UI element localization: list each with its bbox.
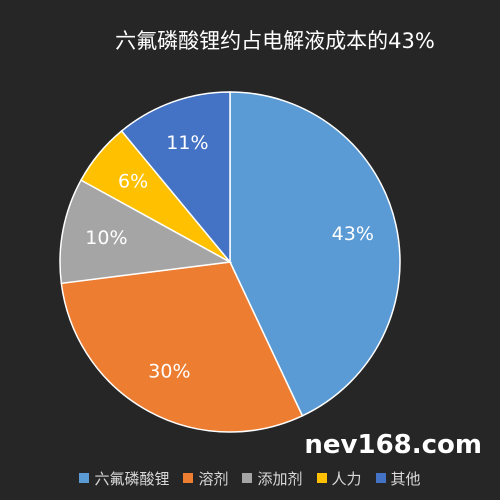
data-label: 43% [332, 223, 374, 245]
legend-swatch [375, 473, 386, 483]
legend-label: 添加剂 [257, 469, 303, 488]
legend-item: 其他 [375, 468, 421, 489]
pie-slice [229, 91, 401, 417]
pie-slice [59, 179, 233, 285]
legend-swatch [316, 473, 327, 483]
chart-title: 六氟磷酸锂约占电解液成本的43% [115, 29, 435, 53]
legend-swatch [242, 473, 253, 483]
data-label: 11% [166, 132, 208, 154]
pie-slice [60, 261, 304, 433]
legend-item: 人力 [316, 468, 362, 489]
legend-label: 溶剂 [198, 469, 229, 488]
pie-slice [120, 91, 231, 265]
legend-swatch [79, 473, 90, 483]
data-label: 10% [85, 227, 127, 249]
legend-label: 六氟磷酸锂 [94, 469, 170, 488]
data-label: 30% [148, 361, 190, 383]
data-label: 6% [118, 170, 148, 192]
legend-item: 溶剂 [183, 468, 228, 489]
legend-swatch [183, 473, 194, 483]
legend: 六氟磷酸锂 溶剂 添加剂 人力 其他 [0, 466, 500, 490]
legend-item: 六氟磷酸锂 [79, 468, 169, 489]
watermark: nev168.com [304, 430, 482, 460]
legend-label: 其他 [390, 469, 421, 488]
legend-label: 人力 [331, 469, 362, 488]
legend-item: 添加剂 [242, 468, 303, 489]
